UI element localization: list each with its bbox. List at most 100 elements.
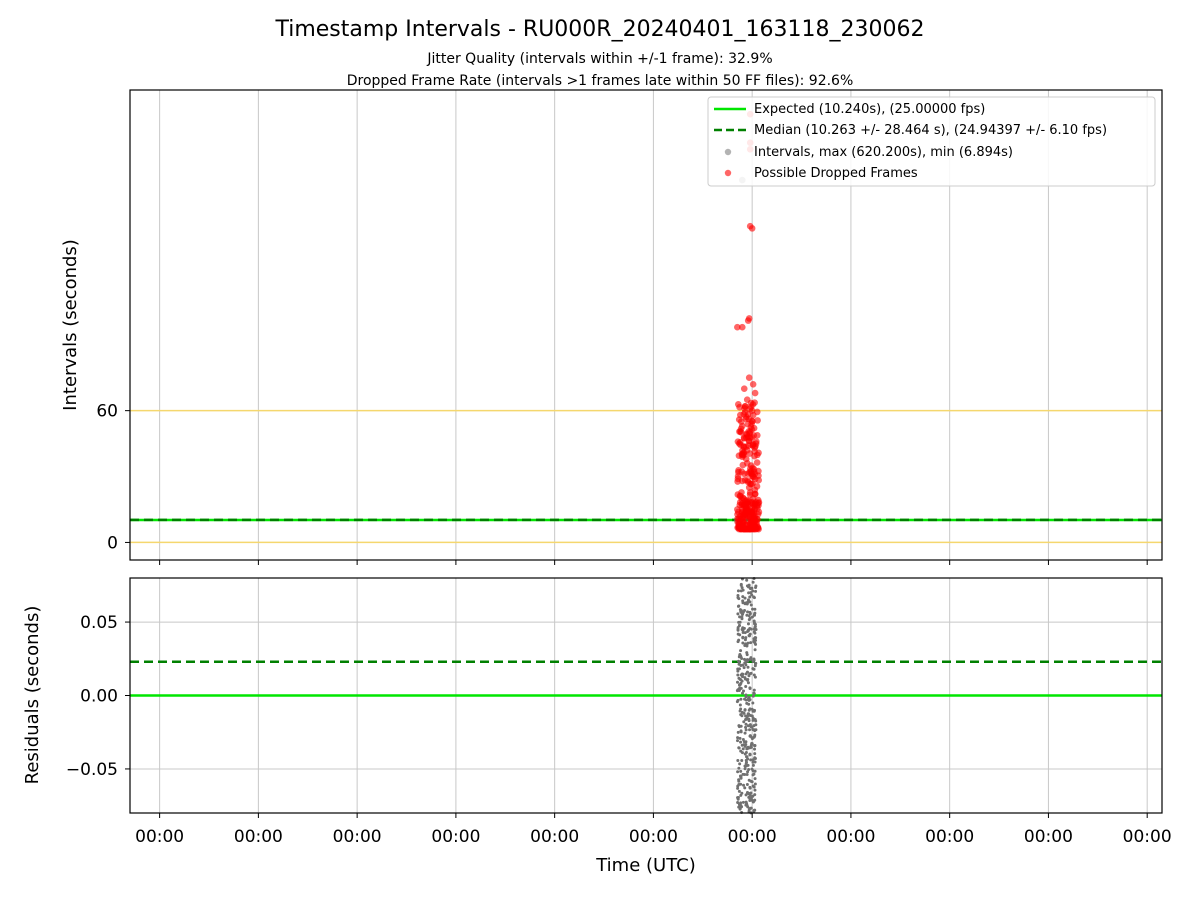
dropped-frame-point (738, 323, 746, 331)
dropped-frame-point (743, 430, 750, 438)
residual-point (739, 769, 743, 773)
dropped-frame-point (749, 380, 757, 388)
residual-point (736, 673, 740, 677)
dropped-frame-point (745, 374, 753, 382)
residual-point (741, 772, 745, 776)
dropped-frame-point (743, 460, 751, 467)
residual-point (741, 588, 745, 592)
residual-point (748, 698, 752, 702)
residuals-y-label: Residuals (seconds) (22, 606, 43, 785)
residual-point (753, 782, 757, 786)
residual-point (740, 710, 744, 714)
residual-point (743, 676, 747, 680)
residual-point (737, 746, 741, 750)
residual-point (737, 667, 741, 671)
residual-point (753, 675, 757, 679)
residual-point (751, 580, 755, 584)
dropped-frame-point (746, 450, 754, 457)
residual-point (738, 615, 742, 619)
dropped-frame-point (747, 525, 754, 533)
residual-point (741, 641, 745, 645)
dropped-frame-point (734, 472, 742, 480)
dropped-frame-point (748, 225, 756, 232)
residual-point (751, 773, 755, 777)
dropped-frame-point (734, 323, 741, 331)
residual-point (741, 628, 745, 632)
residual-point (751, 763, 755, 767)
intervals-y-label: Intervals (seconds) (60, 239, 81, 411)
dropped-frame-point (750, 473, 757, 481)
residual-point (752, 595, 756, 599)
residual-point (745, 773, 749, 777)
y-tick-label: 60 (96, 402, 118, 422)
residual-point (742, 689, 746, 693)
residual-point (743, 752, 747, 756)
residual-point (736, 680, 740, 684)
residual-point (751, 718, 755, 722)
residual-point (746, 610, 750, 614)
residual-point (751, 667, 755, 671)
dropped-frame-point (749, 417, 756, 425)
legend-dropped-label: Possible Dropped Frames (754, 166, 918, 181)
residual-point (737, 724, 741, 728)
dropped-frame-point (746, 465, 754, 473)
dropped-frame-point (735, 416, 743, 423)
y-tick-label: 0 (107, 533, 118, 553)
residual-point (741, 747, 745, 751)
residual-point (740, 743, 744, 747)
dropped-frame-point (741, 405, 748, 412)
residual-point (748, 595, 752, 599)
residual-point (739, 749, 743, 753)
residual-point (751, 794, 755, 798)
residual-point (736, 612, 740, 616)
residual-point (748, 612, 752, 616)
residual-point (749, 641, 753, 645)
residual-point (737, 662, 741, 666)
residual-point (742, 666, 746, 670)
residual-point (747, 674, 751, 678)
residual-point (752, 691, 756, 695)
residual-point (750, 593, 754, 597)
residual-point (744, 803, 748, 807)
residual-point (737, 604, 741, 608)
residual-point (738, 736, 742, 740)
dropped-frame-point (747, 403, 755, 411)
x-tick-label: 00:00 (629, 827, 678, 847)
residual-point (753, 622, 757, 626)
residual-point (746, 770, 750, 774)
residual-point (736, 739, 740, 743)
residual-point (738, 677, 742, 681)
residual-point (739, 793, 743, 797)
x-tick-label: 00:00 (431, 827, 480, 847)
residual-point (749, 743, 753, 747)
residual-point (752, 658, 756, 662)
residual-point (754, 661, 758, 665)
residual-point (743, 608, 747, 612)
residual-point (743, 786, 747, 790)
residual-point (748, 723, 752, 727)
dropped-frame-point (751, 490, 759, 498)
residual-point (740, 691, 744, 695)
residual-point (740, 617, 744, 621)
residual-point (736, 640, 740, 644)
dropped-frame-point (754, 510, 762, 518)
x-tick-label: 00:00 (925, 827, 974, 847)
residual-point (753, 607, 757, 611)
residual-point (751, 727, 755, 731)
residuals-panel: 0.05 0.00 −0.05 00:00 00:00 00:00 00:00 00:00 0… (66, 576, 1172, 847)
chart-subtitle-2: Dropped Frame Rate (intervals >1 frames … (347, 73, 854, 89)
residual-point (743, 767, 747, 771)
residual-point (754, 642, 758, 646)
residual-point (740, 679, 744, 683)
dropped-frame-point (751, 444, 759, 451)
residual-point (741, 626, 745, 630)
dropped-frame-point (754, 496, 762, 504)
residual-point (754, 585, 758, 589)
residual-point (749, 797, 753, 801)
dropped-frame-point (754, 451, 761, 459)
residual-point (750, 737, 754, 741)
dropped-frame-point (754, 417, 761, 424)
residual-point (737, 778, 741, 782)
residual-point (752, 688, 756, 692)
residual-point (752, 627, 756, 631)
